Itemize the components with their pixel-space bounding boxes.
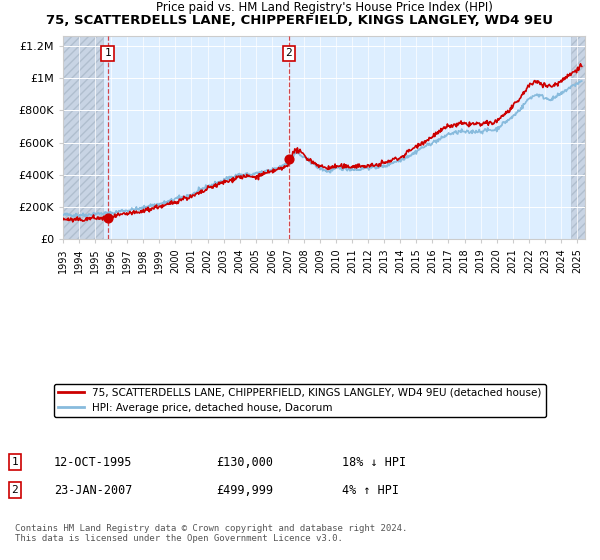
Text: 1: 1 — [11, 457, 19, 467]
Point — [103, 214, 112, 223]
Text: 4% ↑ HPI: 4% ↑ HPI — [342, 483, 399, 497]
Point — [284, 154, 294, 163]
Legend: 75, SCATTERDELLS LANE, CHIPPERFIELD, KINGS LANGLEY, WD4 9EU (detached house), HP: 75, SCATTERDELLS LANE, CHIPPERFIELD, KIN… — [54, 384, 546, 417]
Text: Contains HM Land Registry data © Crown copyright and database right 2024.
This d: Contains HM Land Registry data © Crown c… — [15, 524, 407, 543]
Text: 75, SCATTERDELLS LANE, CHIPPERFIELD, KINGS LANGLEY, WD4 9EU: 75, SCATTERDELLS LANE, CHIPPERFIELD, KIN… — [47, 14, 554, 27]
Text: 1: 1 — [104, 48, 111, 58]
Text: £499,999: £499,999 — [216, 483, 273, 497]
Text: 23-JAN-2007: 23-JAN-2007 — [54, 483, 133, 497]
Text: 2: 2 — [11, 485, 19, 495]
Text: 12-OCT-1995: 12-OCT-1995 — [54, 455, 133, 469]
Text: 18% ↓ HPI: 18% ↓ HPI — [342, 455, 406, 469]
Text: 2: 2 — [286, 48, 292, 58]
Text: £130,000: £130,000 — [216, 455, 273, 469]
Bar — [571, 36, 585, 239]
Title: Price paid vs. HM Land Registry's House Price Index (HPI): Price paid vs. HM Land Registry's House … — [155, 1, 493, 15]
Bar — [63, 36, 103, 239]
